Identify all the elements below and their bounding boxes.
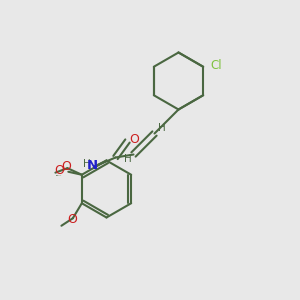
Text: N: N	[86, 159, 98, 172]
Text: H: H	[124, 154, 132, 164]
Text: OMe: OMe	[56, 175, 59, 176]
Text: Cl: Cl	[211, 59, 222, 72]
Text: O: O	[61, 160, 71, 173]
Text: O: O	[129, 133, 139, 146]
Text: H: H	[158, 123, 166, 133]
Text: H: H	[83, 159, 91, 169]
Text: O: O	[54, 164, 64, 177]
Text: methoxy: methoxy	[56, 175, 63, 176]
Text: O: O	[67, 213, 77, 226]
